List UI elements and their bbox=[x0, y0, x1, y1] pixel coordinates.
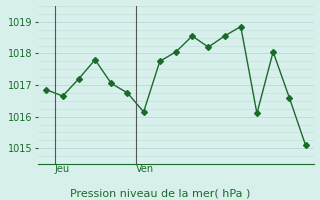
Text: Jeu: Jeu bbox=[55, 164, 70, 174]
Text: Pression niveau de la mer( hPa ): Pression niveau de la mer( hPa ) bbox=[70, 188, 250, 198]
Text: Ven: Ven bbox=[136, 164, 154, 174]
